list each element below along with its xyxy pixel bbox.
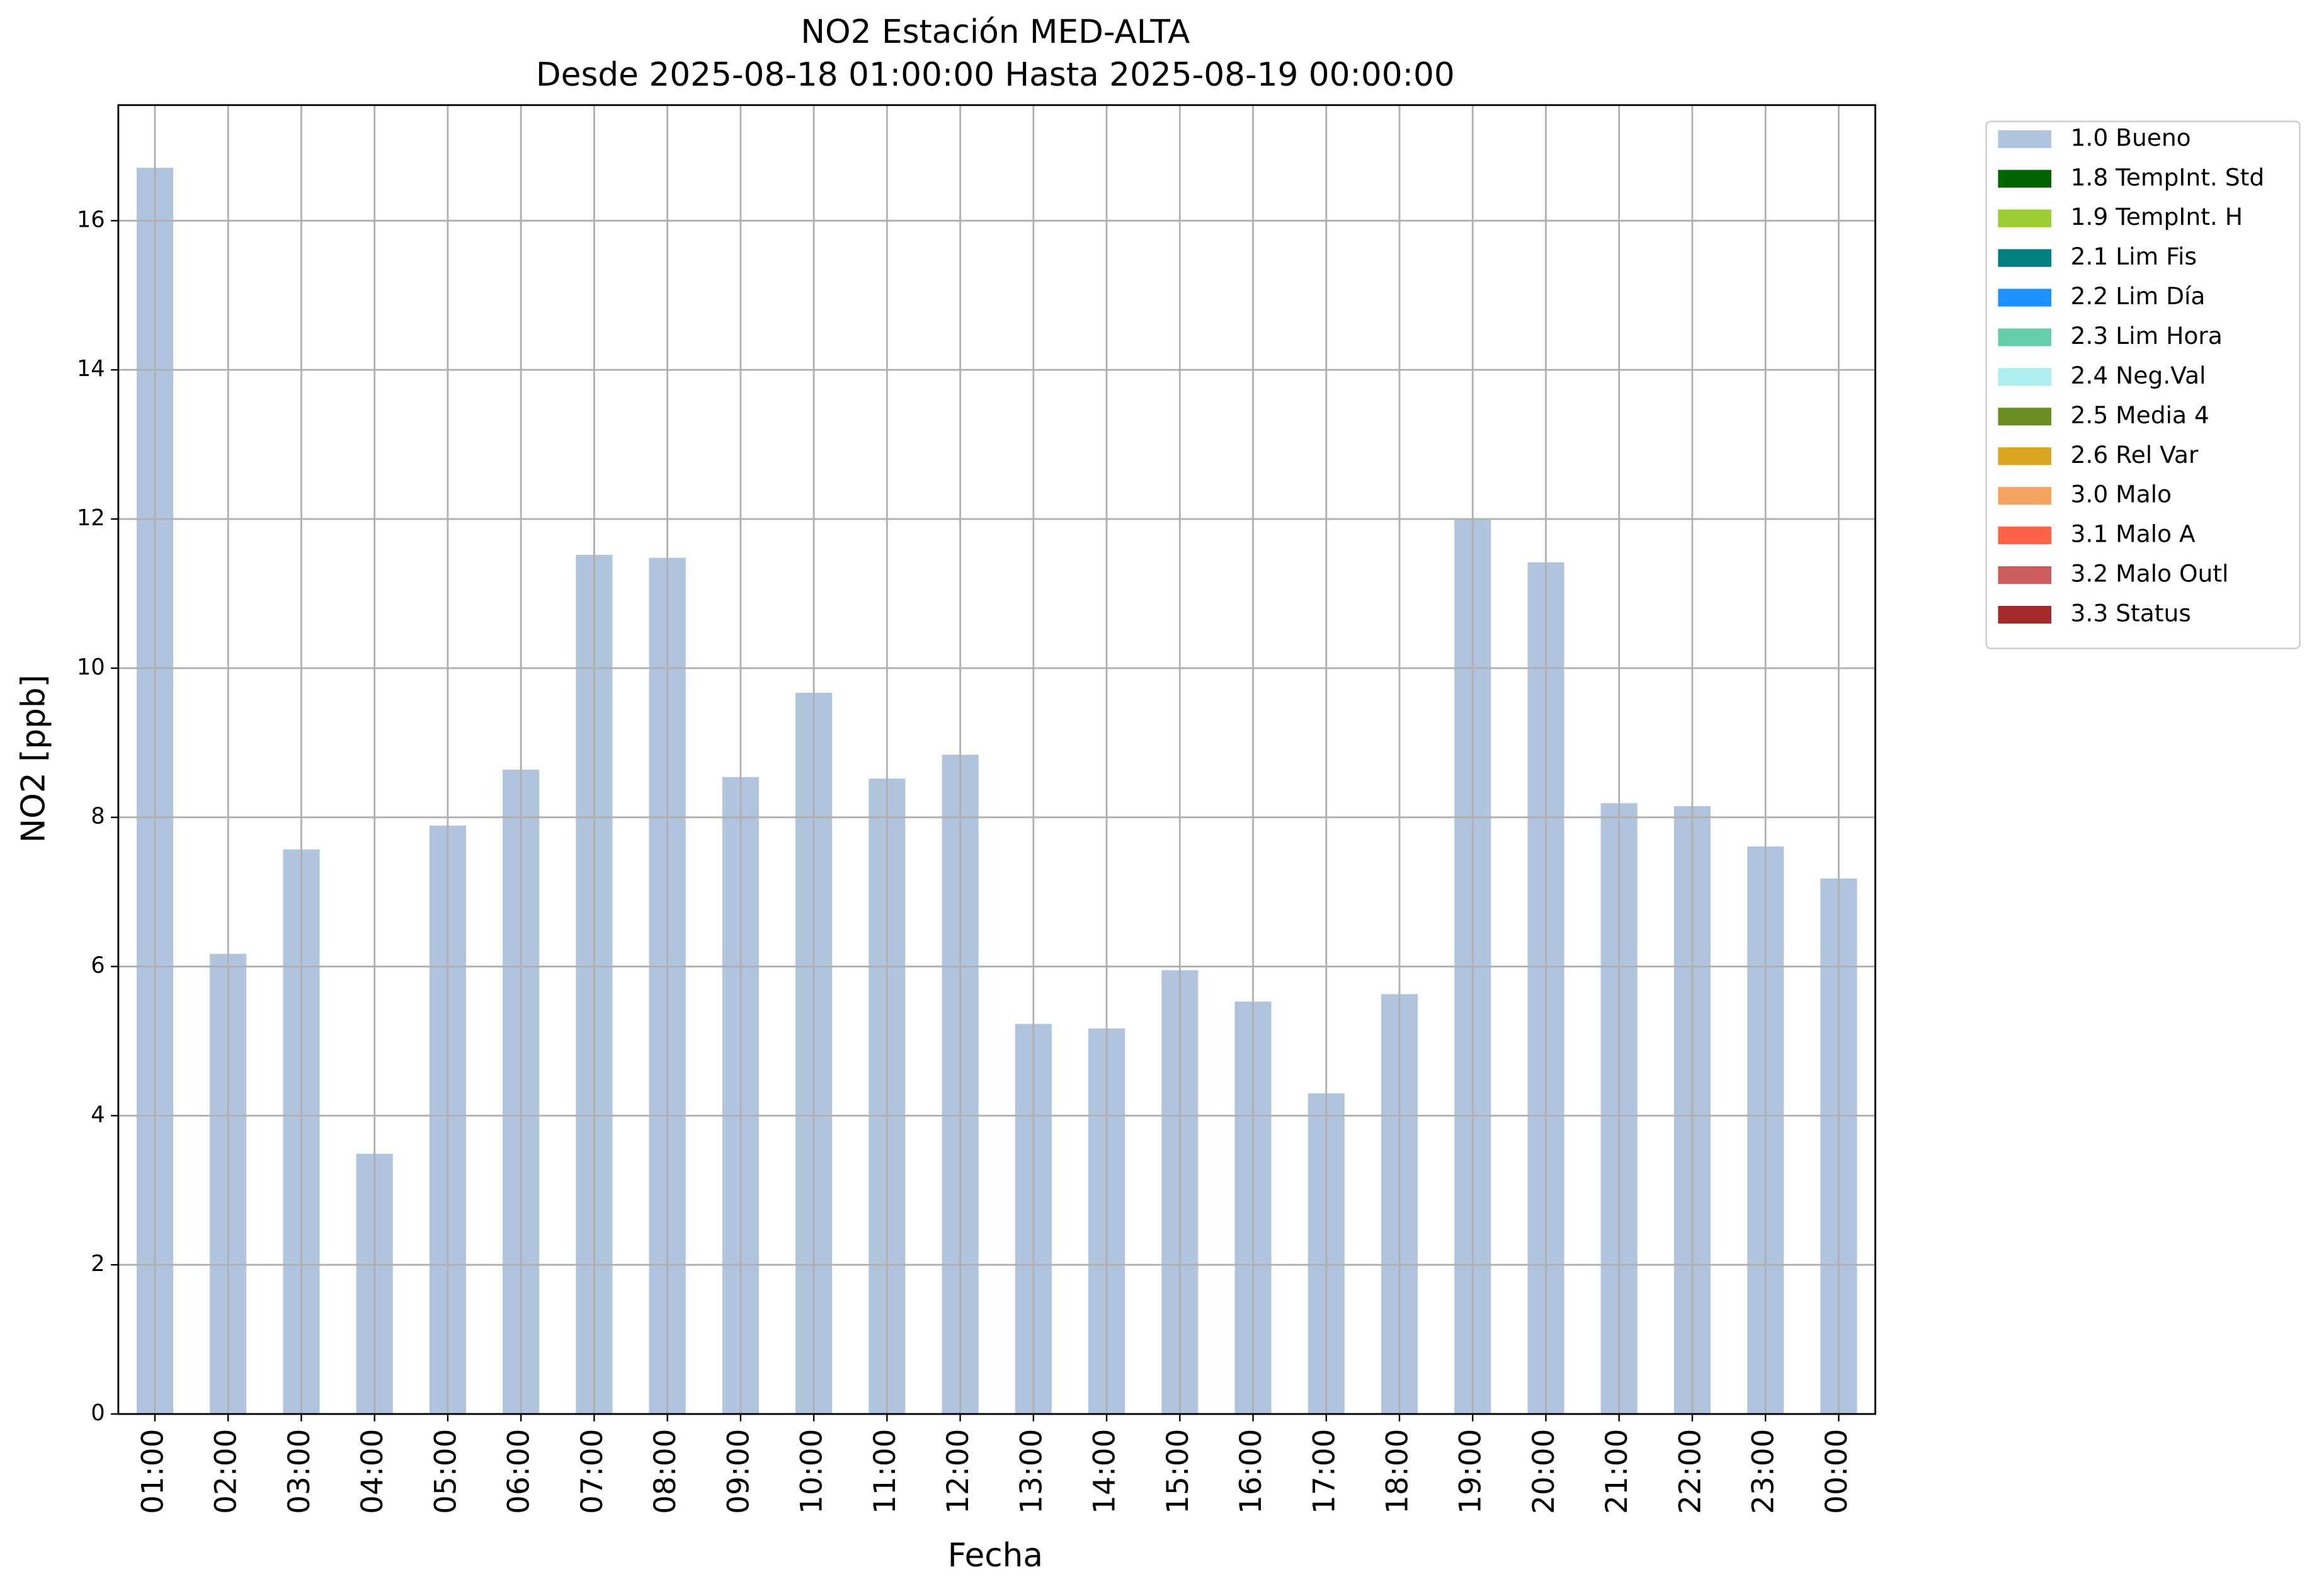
legend-swatch: [1998, 288, 2051, 307]
x-tick-label: 00:00: [1820, 1429, 1854, 1514]
legend-swatch: [1998, 447, 2051, 465]
y-tick-label: 14: [77, 356, 105, 382]
y-tick-label: 16: [77, 207, 105, 232]
legend-swatch: [1998, 408, 2051, 426]
chart-subtitle: Desde 2025-08-18 01:00:00 Hasta 2025-08-…: [536, 56, 1455, 94]
legend-swatch: [1998, 605, 2051, 624]
x-tick-label: 18:00: [1380, 1429, 1415, 1514]
x-tick-label: 11:00: [868, 1429, 903, 1514]
legend-box: [1985, 120, 2301, 649]
legend-label: 1.9 TempInt. H: [2071, 203, 2243, 231]
x-tick-label: 08:00: [648, 1429, 683, 1514]
x-tick-label: 13:00: [1014, 1429, 1049, 1514]
legend-swatch: [1998, 130, 2051, 148]
y-tick-label: 2: [91, 1251, 105, 1277]
plot-frame: [117, 104, 1876, 1415]
x-tick-label: 21:00: [1600, 1429, 1634, 1514]
x-tick-label: 19:00: [1454, 1429, 1488, 1514]
x-tick-label: 05:00: [428, 1429, 463, 1514]
legend-swatch: [1998, 487, 2051, 505]
legend-swatch: [1998, 209, 2051, 227]
legend-label: 3.1 Malo A: [2071, 520, 2196, 548]
x-tick-label: 12:00: [941, 1429, 976, 1514]
x-tick-label: 23:00: [1746, 1429, 1781, 1514]
x-tick-label: 22:00: [1673, 1429, 1707, 1514]
y-tick-label: 6: [91, 953, 105, 979]
legend-label: 2.6 Rel Var: [2071, 441, 2199, 469]
x-tick-label: 20:00: [1527, 1429, 1561, 1514]
legend-label: 1.8 TempInt. Std: [2071, 163, 2265, 191]
legend-label: 2.4 Neg.Val: [2071, 362, 2206, 389]
chart-title: NO2 Estación MED-ALTA: [801, 13, 1190, 51]
legend-label: 3.2 Malo Outl: [2071, 560, 2229, 588]
legend-swatch: [1998, 169, 2051, 188]
y-tick-label: 10: [77, 654, 105, 680]
x-tick-label: 01:00: [135, 1429, 170, 1514]
x-tick-label: 09:00: [721, 1429, 756, 1514]
legend-label: 2.2 Lim Día: [2071, 282, 2206, 310]
legend-swatch: [1998, 249, 2051, 267]
x-tick-label: 17:00: [1307, 1429, 1342, 1514]
legend-swatch: [1998, 527, 2051, 545]
x-tick-label: 03:00: [282, 1429, 317, 1514]
legend-swatch: [1998, 566, 2051, 584]
x-tick-label: 10:00: [795, 1429, 829, 1514]
legend-label: 2.5 Media 4: [2071, 401, 2209, 429]
y-tick-label: 4: [91, 1102, 105, 1127]
x-tick-label: 07:00: [575, 1429, 610, 1514]
x-axis-label: Fecha: [948, 1537, 1043, 1575]
y-tick-label: 12: [77, 505, 105, 531]
y-tick-label: 0: [91, 1400, 105, 1426]
legend-label: 1.0 Bueno: [2071, 123, 2191, 151]
legend-label: 2.3 Lim Hora: [2071, 322, 2223, 350]
x-tick-label: 04:00: [355, 1429, 390, 1514]
x-tick-label: 15:00: [1161, 1429, 1195, 1514]
legend-label: 2.1 Lim Fis: [2071, 242, 2197, 270]
x-tick-label: 14:00: [1088, 1429, 1122, 1514]
x-tick-label: 02:00: [209, 1429, 244, 1514]
x-tick-label: 06:00: [502, 1429, 537, 1514]
y-axis-label: NO2 [ppb]: [14, 675, 52, 843]
legend-swatch: [1998, 328, 2051, 346]
x-tick-label: 16:00: [1234, 1429, 1268, 1514]
legend-swatch: [1998, 368, 2051, 386]
y-tick-label: 8: [91, 804, 105, 829]
legend-label: 3.3 Status: [2071, 600, 2191, 627]
legend-label: 3.0 Malo: [2071, 481, 2172, 508]
